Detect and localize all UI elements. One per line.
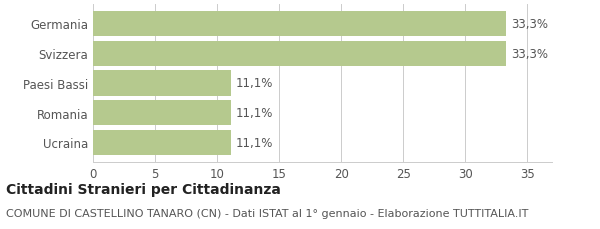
- Text: 33,3%: 33,3%: [511, 18, 548, 31]
- Text: 11,1%: 11,1%: [236, 136, 273, 149]
- Text: 11,1%: 11,1%: [236, 107, 273, 120]
- Text: Cittadini Stranieri per Cittadinanza: Cittadini Stranieri per Cittadinanza: [6, 183, 281, 196]
- Bar: [93, 12, 506, 37]
- Bar: [93, 71, 230, 96]
- Text: 11,1%: 11,1%: [236, 77, 273, 90]
- Bar: [93, 101, 230, 126]
- Text: COMUNE DI CASTELLINO TANARO (CN) - Dati ISTAT al 1° gennaio - Elaborazione TUTTI: COMUNE DI CASTELLINO TANARO (CN) - Dati …: [6, 208, 529, 218]
- Text: 33,3%: 33,3%: [511, 47, 548, 60]
- Bar: [93, 41, 506, 67]
- Bar: [93, 130, 230, 155]
